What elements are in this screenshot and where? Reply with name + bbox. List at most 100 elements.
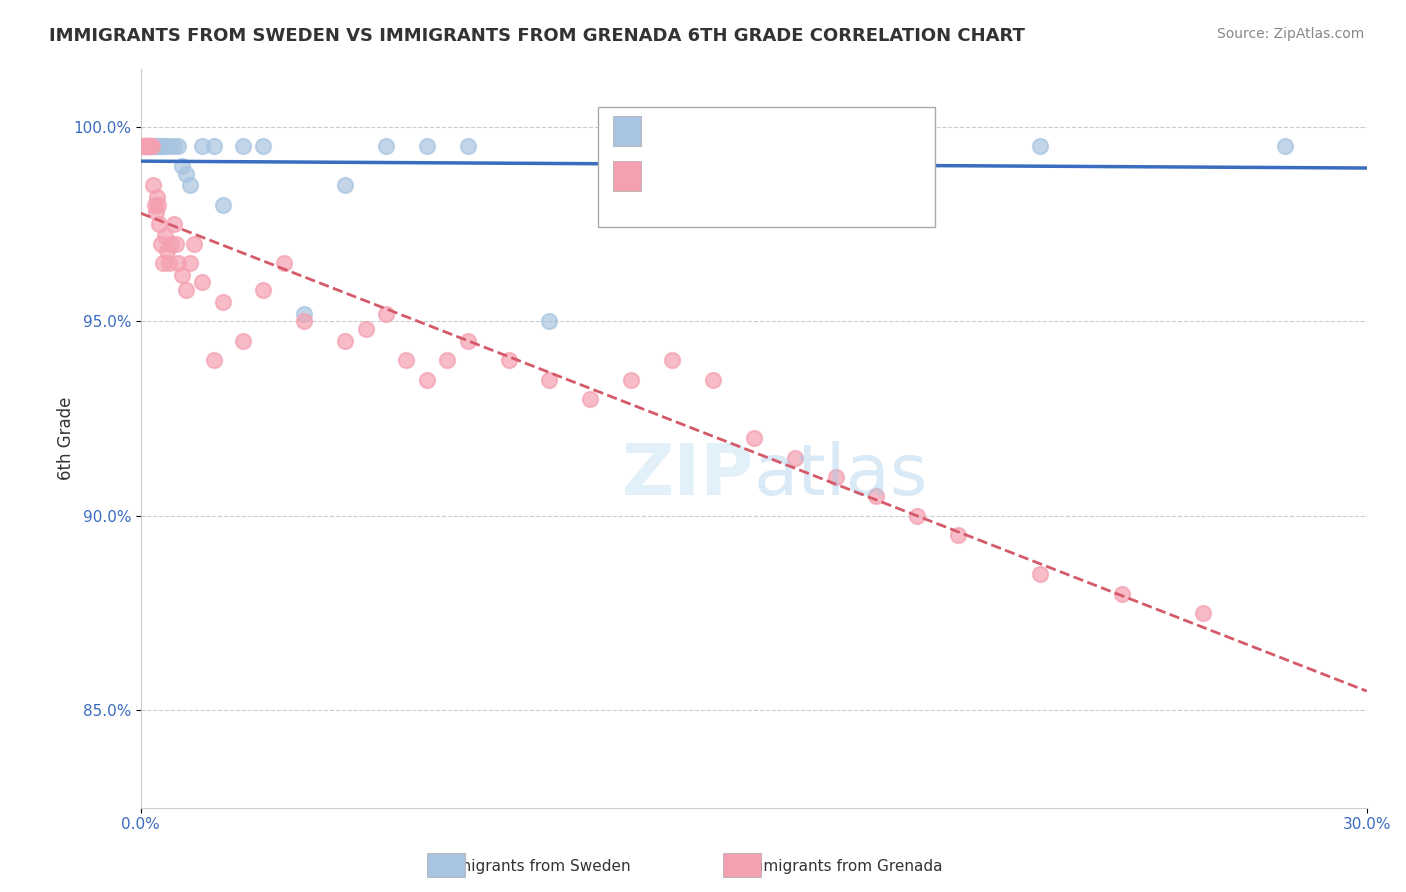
Point xyxy=(702,373,724,387)
Point xyxy=(416,373,439,387)
Text: Immigrants from Sweden: Immigrants from Sweden xyxy=(437,859,631,874)
Text: ZIP: ZIP xyxy=(621,441,754,509)
Point xyxy=(150,139,173,153)
Point xyxy=(145,205,167,219)
Point xyxy=(783,450,806,465)
Point xyxy=(191,139,214,153)
Point xyxy=(354,322,377,336)
Point xyxy=(395,353,418,368)
Point xyxy=(170,268,193,282)
Point xyxy=(162,139,184,153)
Point xyxy=(134,139,156,153)
Point xyxy=(146,197,169,211)
Point xyxy=(538,373,561,387)
Point xyxy=(252,139,274,153)
Point xyxy=(139,139,162,153)
Point xyxy=(135,139,157,153)
Point xyxy=(142,139,165,153)
Point xyxy=(165,236,187,251)
Point xyxy=(179,256,201,270)
Point xyxy=(946,528,969,542)
Point xyxy=(170,159,193,173)
Point xyxy=(252,283,274,297)
Point xyxy=(155,228,177,243)
Point xyxy=(1029,567,1052,582)
Point xyxy=(136,139,159,153)
Point xyxy=(148,217,170,231)
Point xyxy=(232,139,254,153)
Y-axis label: 6th Grade: 6th Grade xyxy=(58,396,75,480)
Point xyxy=(579,392,602,407)
Point xyxy=(139,139,162,153)
Point xyxy=(498,353,520,368)
Point xyxy=(202,139,225,153)
Point xyxy=(865,490,887,504)
Point xyxy=(150,236,173,251)
Point xyxy=(174,283,197,297)
Point xyxy=(292,307,315,321)
Point xyxy=(132,139,155,153)
Point xyxy=(824,470,846,484)
Point xyxy=(141,139,163,153)
Text: atlas: atlas xyxy=(754,441,928,509)
Point xyxy=(375,307,398,321)
Point xyxy=(538,314,561,328)
Point xyxy=(232,334,254,348)
Point xyxy=(457,334,479,348)
Point xyxy=(146,190,169,204)
Point xyxy=(148,139,170,153)
Point xyxy=(134,139,156,153)
Point xyxy=(160,236,183,251)
Text: Source: ZipAtlas.com: Source: ZipAtlas.com xyxy=(1216,27,1364,41)
Point xyxy=(1192,606,1215,620)
Point xyxy=(166,139,188,153)
Point xyxy=(162,217,184,231)
Point xyxy=(155,139,177,153)
Point xyxy=(159,256,181,270)
Point xyxy=(416,139,439,153)
Point xyxy=(202,353,225,368)
Point xyxy=(742,139,765,153)
Point xyxy=(375,139,398,153)
Point xyxy=(179,178,201,193)
Point xyxy=(183,236,205,251)
Text: IMMIGRANTS FROM SWEDEN VS IMMIGRANTS FROM GRENADA 6TH GRADE CORRELATION CHART: IMMIGRANTS FROM SWEDEN VS IMMIGRANTS FRO… xyxy=(49,27,1025,45)
Point xyxy=(139,139,162,153)
Point xyxy=(661,353,683,368)
Point xyxy=(620,373,643,387)
Point xyxy=(333,178,356,193)
Point xyxy=(159,139,181,153)
Point xyxy=(166,256,188,270)
Text: R = 0.258   N = 33: R = 0.258 N = 33 xyxy=(633,125,817,143)
Point xyxy=(620,139,643,153)
Point xyxy=(211,294,233,309)
Point xyxy=(146,139,169,153)
Point xyxy=(211,197,233,211)
Point xyxy=(333,334,356,348)
Text: R =  0.141   N = 58: R = 0.141 N = 58 xyxy=(633,169,824,187)
Point xyxy=(152,256,174,270)
Point xyxy=(138,139,160,153)
Point xyxy=(865,139,887,153)
Point xyxy=(134,139,156,153)
Point xyxy=(905,508,928,523)
Point xyxy=(292,314,315,328)
Point xyxy=(1274,139,1296,153)
Point xyxy=(142,178,165,193)
Point xyxy=(136,139,159,153)
Point xyxy=(143,139,166,153)
Point xyxy=(457,139,479,153)
Point xyxy=(156,244,179,259)
Point xyxy=(191,276,214,290)
Point xyxy=(436,353,458,368)
Point xyxy=(1111,587,1133,601)
Text: Immigrants from Grenada: Immigrants from Grenada xyxy=(744,859,943,874)
Point xyxy=(152,139,174,153)
Point xyxy=(273,256,295,270)
Point xyxy=(138,139,160,153)
Point xyxy=(1029,139,1052,153)
Point xyxy=(174,167,197,181)
Point xyxy=(143,197,166,211)
Point xyxy=(742,431,765,445)
Point xyxy=(136,139,159,153)
